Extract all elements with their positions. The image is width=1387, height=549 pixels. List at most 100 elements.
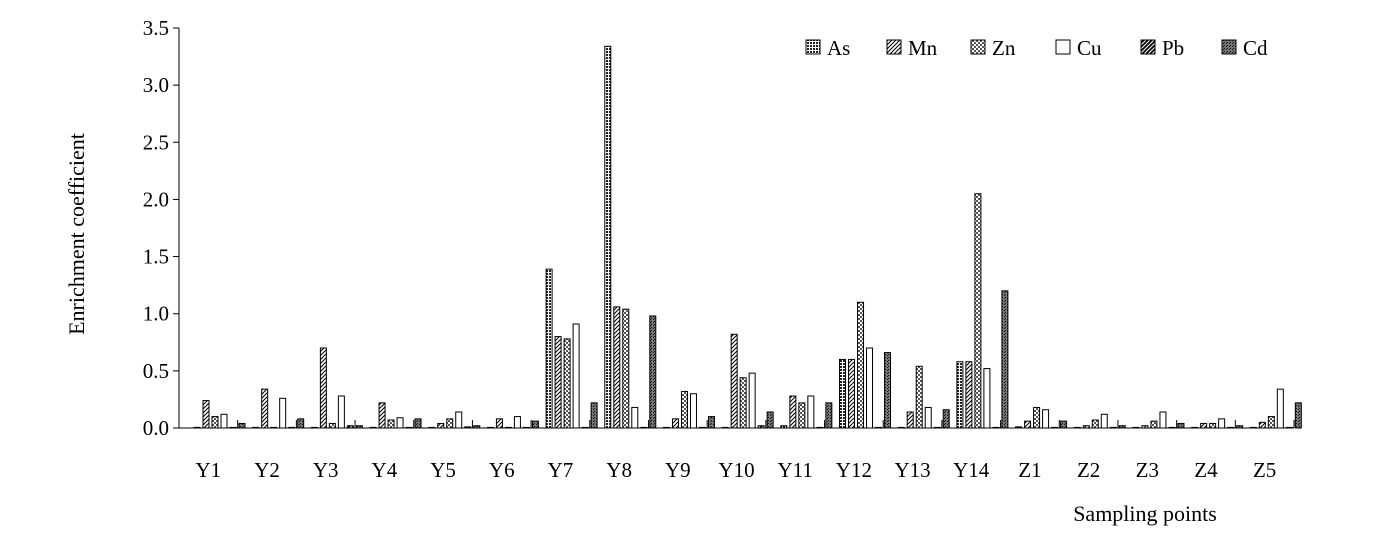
legend-swatch-pb [1140,39,1156,55]
x-axis-label: Sampling points [1073,501,1217,526]
bar-zn-y8 [622,308,630,429]
bar-mn-y7 [554,336,562,429]
bar-zn-z2 [1091,419,1099,429]
bar-zn-y1 [211,416,219,429]
bar-cu-y3 [337,395,345,429]
bar-mn-y13 [906,411,914,429]
x-tick-label: Z5 [1253,458,1276,482]
bar-zn-y12 [857,301,865,429]
bar-mn-y4 [378,402,386,429]
bar-zn-y13 [915,365,923,429]
bar-mn-y6 [495,418,503,429]
x-tick-label: Y12 [836,458,872,482]
legend: As Mn Zn Cu Pb Cd [805,36,1268,60]
y-tick-label: 3.5 [143,16,169,40]
bar-cu-y4 [396,417,404,429]
x-tick-label: Y1 [196,458,222,482]
bar-zn-y9 [680,390,688,429]
bar-mn-y11 [789,395,797,429]
bar-cu-y6 [513,416,521,429]
bar-cd-z3 [1177,422,1185,429]
bar-cu-y11 [807,395,815,429]
bar-mn-z5 [1258,421,1266,429]
bar-mn-y14 [965,361,973,429]
bar-cd-y11 [825,402,833,429]
y-axis-ticks: 0.0 0.5 1.0 1.5 2.0 2.5 3.0 3.5 [143,16,179,440]
bar-cd-y4 [414,418,422,429]
bar-zn-y7 [563,338,571,429]
x-tick-label: Y7 [548,458,574,482]
bar-mn-y5 [437,422,445,429]
bar-mn-y10 [730,333,738,429]
x-tick-label: Y10 [718,458,754,482]
legend-label-mn: Mn [908,36,938,60]
bar-cd-y7 [590,402,598,429]
bar-cd-y9 [707,416,715,429]
bar-cu-z2 [1100,413,1108,429]
x-tick-label: Z3 [1136,458,1159,482]
bar-cu-z5 [1276,388,1284,429]
bar-mn-y2 [261,388,269,429]
bar-cu-y7 [572,323,580,429]
legend-swatch-zn [970,39,986,55]
bar-as-y8 [604,45,612,429]
y-tick-label: 1.5 [143,245,169,269]
bar-zn-y10 [739,377,747,429]
bar-cd-y6 [531,420,539,429]
bar-cu-y8 [631,406,639,429]
bar-cu-y2 [279,397,287,429]
x-tick-label: Y11 [777,458,812,482]
x-axis-ticks: Y1 Y2 Y3 Y4 Y5 Y6 Y7 Y8 Y9 Y10 Y11 Y12 Y13 Y14 Z1 Z2 Z3 Z… [196,420,1295,482]
bar-zn-y14 [974,193,982,429]
legend-label-cu: Cu [1077,36,1102,60]
x-tick-label: Y9 [665,458,691,482]
bar-series-group [193,45,1302,429]
bar-zn-z3 [1150,420,1158,429]
y-tick-label: 0.0 [143,416,169,440]
bar-mn-y9 [671,418,679,429]
bar-cu-y12 [866,347,874,429]
bar-cd-y8 [649,315,657,429]
legend-swatch-mn [886,39,902,55]
x-tick-label: Y5 [430,458,456,482]
x-tick-label: Z2 [1077,458,1100,482]
bar-cu-z4 [1218,418,1226,429]
y-tick-label: 3.0 [143,73,169,97]
x-tick-label: Y8 [606,458,632,482]
bar-cd-y12 [884,352,892,429]
y-tick-label: 1.0 [143,302,169,326]
legend-swatch-as [805,39,821,55]
bar-cd-z5 [1294,402,1302,429]
x-tick-label: Y13 [894,458,930,482]
x-tick-label: Y4 [372,458,398,482]
bar-zn-y11 [798,402,806,429]
x-tick-label: Y6 [489,458,515,482]
legend-swatch-cu [1055,39,1071,55]
bar-mn-y1 [202,400,210,429]
bar-as-y7 [545,268,553,429]
y-axis-label: Enrichment coefficient [64,133,89,335]
legend-label-cd: Cd [1243,36,1268,60]
bar-cu-z3 [1159,411,1167,429]
bar-zn-z1 [1033,406,1041,429]
bar-mn-z1 [1024,420,1032,429]
bar-mn-y8 [613,306,621,429]
bar-cd-y1 [238,422,246,429]
legend-label-zn: Zn [992,36,1016,60]
bar-zn-y3 [328,422,336,429]
bar-cu-y10 [748,372,756,429]
bar-zn-y4 [387,419,395,429]
bar-zn-z5 [1267,416,1275,429]
bar-as-y14 [956,361,964,429]
legend-swatch-cd [1221,39,1237,55]
bar-cd-z1 [1060,420,1068,429]
bar-mn-z4 [1200,422,1208,429]
bar-zn-z4 [1209,422,1217,429]
bar-zn-y5 [446,418,454,429]
bar-cu-y5 [455,411,463,429]
x-tick-label: Y2 [254,458,280,482]
bar-cu-y1 [220,413,228,429]
y-tick-label: 2.0 [143,187,169,211]
bar-cd-y10 [766,411,774,429]
